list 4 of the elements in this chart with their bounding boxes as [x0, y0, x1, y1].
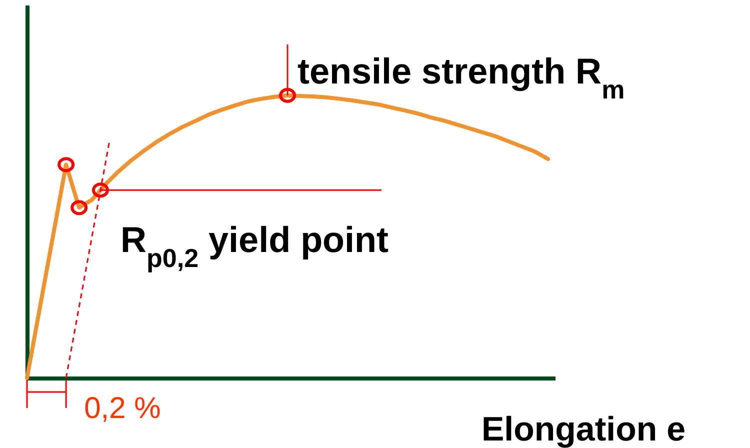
annotation: R$_{p0,2}$ yield point	[120, 219, 389, 274]
x-axis-title: Elongation e	[482, 410, 686, 448]
text: 0,2 %	[84, 392, 161, 425]
annotation: tensile strength R$_{m}$	[298, 50, 625, 104]
